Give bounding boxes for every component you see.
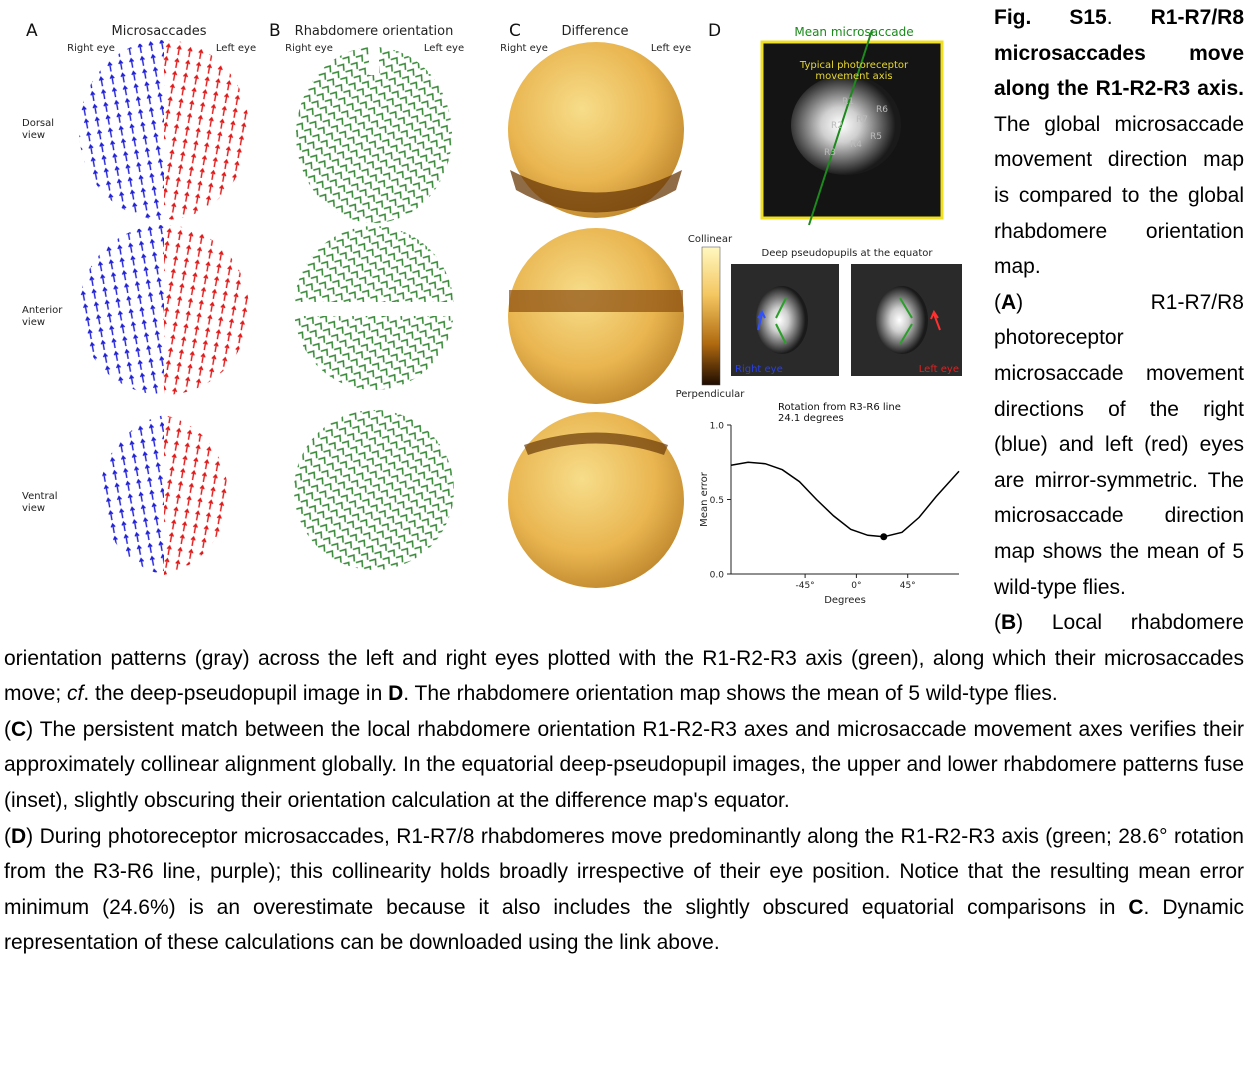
panel-letter: B	[269, 21, 281, 41]
caption-text: D	[388, 682, 404, 706]
caption-text: A	[1001, 290, 1017, 314]
panel-letter: A	[26, 21, 38, 41]
caption-text: C	[1128, 895, 1144, 919]
inset-title: Deep pseudopupils at the equator	[762, 248, 934, 259]
arrow	[757, 310, 766, 331]
figure-svg: A Microsaccades Right eye Left eye B Rha…	[22, 21, 962, 606]
row-label: Anterior	[22, 305, 63, 316]
caption-text: The global microsaccade movement directi…	[994, 112, 1244, 279]
row-label: view	[22, 503, 45, 514]
caption-text: ) Local rhabdomere orientation patterns …	[4, 611, 1244, 706]
caption-text: (	[4, 824, 11, 848]
panel-title: Difference	[561, 24, 628, 39]
y-tick-label: 1.0	[710, 422, 725, 432]
x-tick-label: 45°	[900, 581, 916, 591]
caption-text: ) The persistent match between the local…	[4, 717, 1244, 813]
microsaccade-maps	[79, 40, 249, 575]
error-curve	[730, 461, 960, 538]
chart-title: 24.1 degrees	[778, 413, 844, 424]
axis-line	[899, 297, 913, 345]
y-tick-label: 0.5	[710, 496, 724, 506]
inset-glow	[791, 75, 901, 175]
eye-label: Left eye	[424, 43, 464, 54]
chart-title: Rotation from R3-R6 line	[778, 402, 901, 413]
axis-line	[808, 29, 873, 226]
y-axis-label: Mean error	[699, 471, 710, 527]
panel-letter: D	[708, 21, 721, 41]
caption-text: ) R1-R7/R8 photoreceptor microsaccade mo…	[994, 290, 1244, 599]
caption-paragraph: Fig. S15. R1-R7/R8 microsaccades move al…	[4, 0, 1244, 285]
receptor-label: R5	[870, 132, 882, 142]
colorbar-label: Perpendicular	[676, 389, 746, 400]
receptor-label: R3	[824, 148, 836, 158]
row-label: Dorsal	[22, 118, 54, 129]
difference-maps	[508, 42, 684, 588]
rhabdomere-maps	[289, 45, 459, 570]
row-label: view	[22, 130, 45, 141]
colorbar	[701, 246, 721, 386]
inset-annotation: movement axis	[815, 71, 892, 82]
minimum-marker	[880, 533, 888, 541]
receptor-label: R2	[831, 121, 843, 131]
caption-text: ) During photoreceptor microsaccades, R1…	[4, 824, 1244, 919]
caption-text: (	[994, 611, 1001, 635]
caption-text: B	[1001, 611, 1017, 635]
caption-text: C	[11, 717, 27, 741]
caption-text: . The rhabdomere orientation map shows t…	[403, 682, 1058, 706]
figure: A Microsaccades Right eye Left eye B Rha…	[4, 0, 994, 612]
colorbar-label: Collinear	[688, 234, 733, 245]
x-tick-label: -45°	[795, 581, 814, 591]
y-tick-label: 0.0	[710, 571, 725, 581]
receptor-label: R6	[876, 105, 888, 115]
caption-text: (	[4, 717, 11, 741]
receptor-label: R1	[842, 97, 854, 107]
inset-glow	[756, 286, 808, 354]
receptor-label: R7	[856, 115, 868, 125]
caption-paragraph: (D) During photoreceptor microsaccades, …	[4, 819, 1244, 961]
eye-label: Right eye	[285, 43, 333, 54]
inset-title: Mean microsaccade	[794, 25, 913, 39]
caption: Fig. S15. R1-R7/R8 microsaccades move al…	[4, 0, 1248, 961]
eye-label: Right eye	[735, 364, 783, 375]
arrow	[930, 309, 941, 331]
caption-paragraph: (A) R1-R7/R8 photoreceptor microsaccade …	[4, 285, 1244, 605]
panel-letter: C	[509, 21, 521, 41]
panel-title: Microsaccades	[111, 24, 206, 39]
caption-paragraph: (C) The persistent match between the loc…	[4, 712, 1244, 819]
panel-title: Rhabdomere orientation	[295, 24, 454, 39]
caption-text: D	[11, 824, 27, 848]
caption-text: (	[994, 290, 1001, 314]
inset-annotation: Typical photoreceptor	[799, 60, 909, 71]
caption-text: R1-R7/R8 microsaccades move along the R1…	[994, 6, 1245, 101]
caption-text: . Dynamic representation of these calcul…	[4, 895, 1245, 955]
receptor-label: R4	[850, 140, 862, 150]
row-label: view	[22, 317, 45, 328]
x-tick-label: 0°	[851, 581, 861, 591]
inset-glow	[876, 286, 928, 354]
caption-text: Fig. S15	[994, 6, 1107, 29]
caption-text: cf	[67, 682, 84, 706]
caption-text: . the deep-pseudopupil image in	[83, 682, 389, 706]
eye-label: Left eye	[919, 364, 959, 375]
eye-label: Left eye	[216, 43, 256, 54]
caption-paragraph: (B) Local rhabdomere orientation pattern…	[4, 605, 1244, 712]
eye-label: Left eye	[651, 43, 691, 54]
axis-line	[775, 297, 787, 345]
x-axis-label: Degrees	[824, 595, 866, 606]
eye-label: Right eye	[67, 43, 115, 54]
caption-text: .	[1106, 6, 1151, 29]
eye-label: Right eye	[500, 43, 548, 54]
row-label: Ventral	[22, 491, 58, 502]
